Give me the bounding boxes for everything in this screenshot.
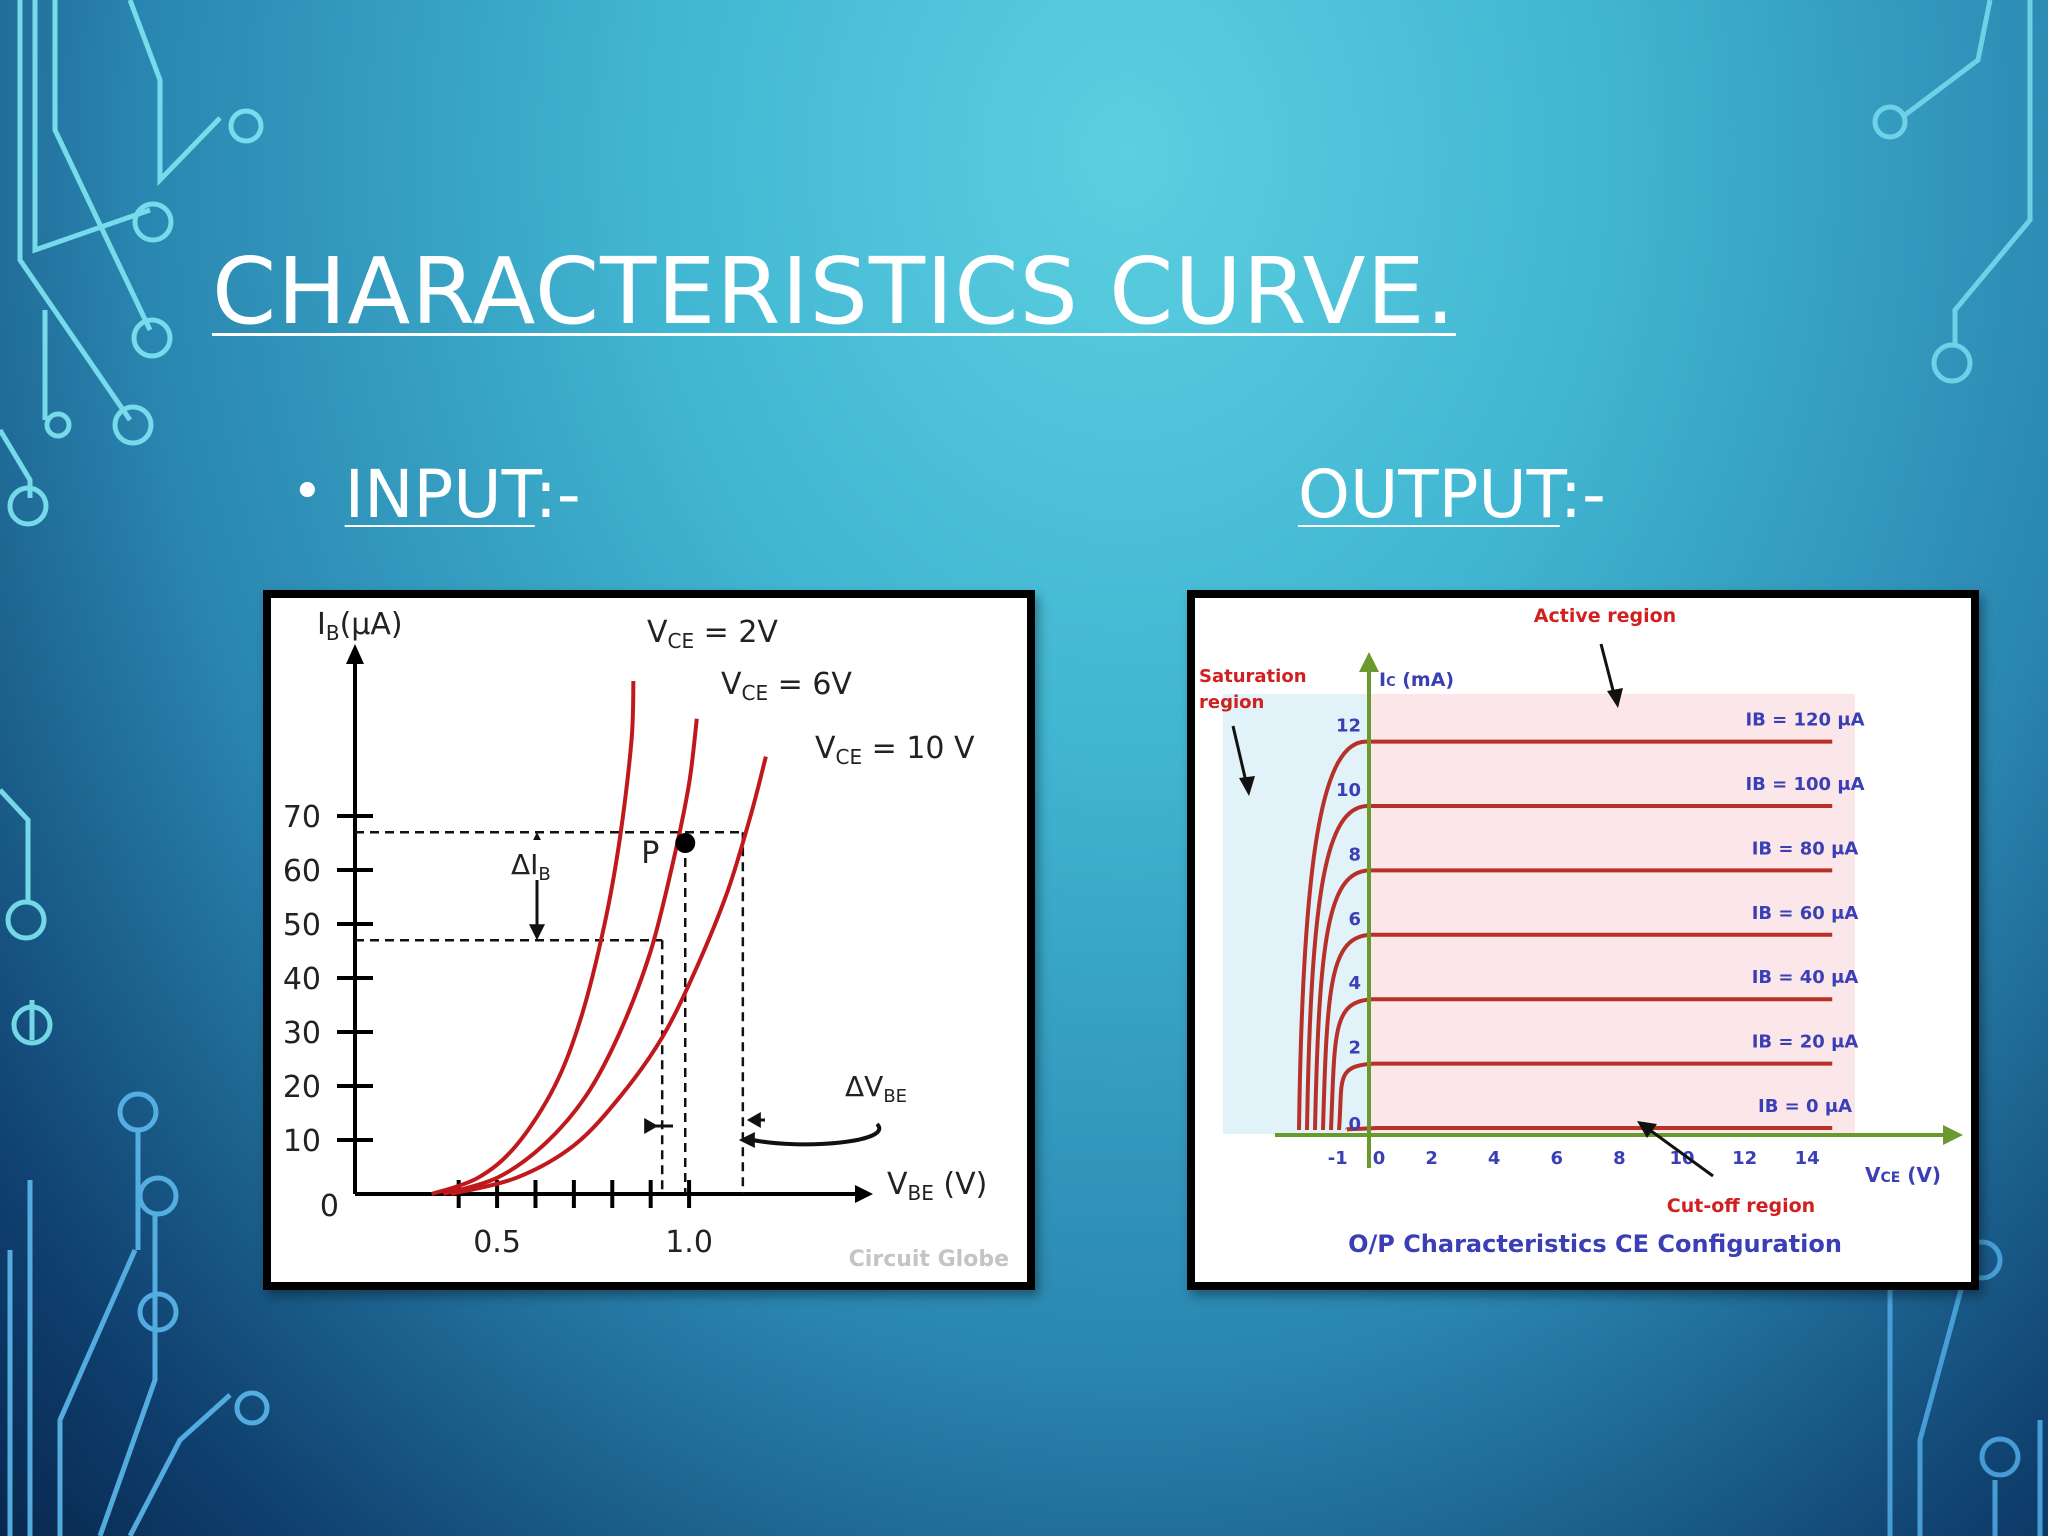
watermark: Circuit Globe [849,1247,1009,1272]
output-labels: IB = 120 μA IB = 100 μA IB = 80 μA IB = 60 … [1199,605,1941,1258]
x-tick-label: 14 [1795,1148,1820,1169]
x-tick-label: 1.0 [665,1225,713,1260]
series-line [1297,739,1833,1131]
slide-title: CHARACTERISTICS CURVE. [212,238,1456,345]
heading-suffix: :- [1559,456,1606,533]
y-tick-label: 40 [283,962,321,997]
input-axes: 10 20 30 40 50 60 70 0.5 1.0 0 [283,644,873,1260]
series-label: IB = 0 μA [1758,1096,1852,1117]
heading-suffix: :- [534,456,581,533]
delta-ib-label: ΔIB [511,848,551,885]
y-tick-label: 70 [283,800,321,835]
series-line [1305,804,1833,1131]
series-label: IB = 120 μA [1745,710,1864,731]
delta-ib-arrowhead [529,924,545,941]
y-tick-label: 12 [1336,716,1361,737]
x-tick-label: 0 [1373,1148,1386,1169]
x-tick-label: 12 [1732,1148,1757,1169]
saturation-region-label: region [1199,692,1264,713]
series-label: VCE = 10 V [815,731,975,769]
series-label: VCE = 2V [647,615,778,653]
x-tick-label: 2 [1425,1148,1438,1169]
active-region-fill [1371,694,1855,1134]
y-tick-label: 6 [1348,909,1361,930]
series-line [450,756,768,1196]
y-tick-label: 0 [1348,1114,1361,1135]
delta-ib-label-bg [509,840,565,880]
y-tick-label: 20 [283,1070,321,1105]
y-tick-label: 50 [283,908,321,943]
output-regions [1223,694,1855,1134]
y-axis-arrowhead [1359,652,1379,672]
operating-point-label: P [641,836,659,871]
series-label: IB = 20 μA [1752,1032,1859,1053]
series-label: VCE = 6V [721,667,852,705]
y-axis-label: IB(μA) [317,607,403,645]
cutoff-region-label: Cut-off region [1667,1195,1815,1217]
y-tick-label: 10 [1336,780,1361,801]
delta-vbe-arrowhead [644,1118,659,1134]
active-arrowhead [1607,688,1623,708]
x-axis-label: VBE (V) [887,1167,987,1205]
output-heading-text: OUTPUT [1298,456,1560,533]
output-curves [1297,739,1833,1132]
saturation-arrow [1231,725,1249,787]
active-region-label: Active region [1534,605,1676,627]
delta-vbe-arrowhead [738,1132,755,1148]
cutoff-arrow [1646,1126,1714,1178]
series-line [1345,1126,1833,1132]
y-tick-label: 30 [283,1016,321,1051]
output-heading: OUTPUT:- [1298,456,1606,533]
series-line [1329,997,1833,1131]
series-line [1313,868,1833,1131]
y-axis-arrowhead [346,644,364,664]
series-label: IB = 40 μA [1752,967,1859,988]
delta-vbe-label: ΔVBE [845,1070,907,1107]
y-tick-label: 10 [283,1124,321,1159]
x-axis-arrowhead [1943,1125,1963,1145]
series-line [1321,932,1833,1131]
input-heading: • INPUT:- [292,456,581,533]
saturation-region-fill [1223,694,1371,1134]
output-characteristics-chart: -1 0 2 4 6 8 10 12 14 0 2 4 6 8 10 12 IB = 120 μA IB = 1… [1187,590,1979,1290]
x-tick-label: 0.5 [473,1225,521,1260]
y-tick-label: 2 [1348,1038,1361,1059]
series-line [431,680,636,1196]
series-label: IB = 80 μA [1752,838,1859,859]
input-heading-text: INPUT [344,456,535,533]
series-line [442,718,699,1196]
x-tick-label: 6 [1551,1148,1564,1169]
y-tick-label: 8 [1348,844,1361,865]
delta-vbe-curl [752,1122,882,1147]
y-tick-label: 60 [283,854,321,889]
x-tick-label: 8 [1613,1148,1626,1169]
x-axis-label: VCE (V) [1865,1163,1941,1187]
origin-label: 0 [320,1189,339,1224]
saturation-arrowhead [1239,776,1255,796]
chart-title: O/P Characteristics CE Configuration [1348,1230,1842,1258]
x-tick-label: 10 [1669,1148,1694,1169]
series-label: IB = 60 μA [1752,903,1859,924]
input-characteristics-chart: 10 20 30 40 50 60 70 0.5 1.0 0 IB(μA) VBE (V) VCE =… [263,590,1035,1290]
bullet-marker: • [292,462,323,522]
active-arrow [1599,643,1617,699]
cutoff-arrowhead [1637,1121,1657,1138]
x-axis-arrowhead [855,1185,873,1203]
input-curves [431,680,768,1196]
x-tick-label: -1 [1328,1148,1348,1169]
x-tick-label: 4 [1488,1148,1501,1169]
series-label: IB = 100 μA [1745,774,1864,795]
input-labels: IB(μA) VBE (V) VCE = 2V VCE = 6V VCE = 10 V P… [317,607,1009,1272]
delta-vbe-arrowhead [746,1112,761,1128]
y-tick-label: 4 [1348,973,1361,994]
operating-point-marker [675,833,696,853]
saturation-region-label: Saturation [1199,666,1307,687]
input-chart-svg: 10 20 30 40 50 60 70 0.5 1.0 0 IB(μA) VBE (V) VCE =… [283,607,1009,1272]
y-axis-label: IC (mA) [1379,669,1454,691]
